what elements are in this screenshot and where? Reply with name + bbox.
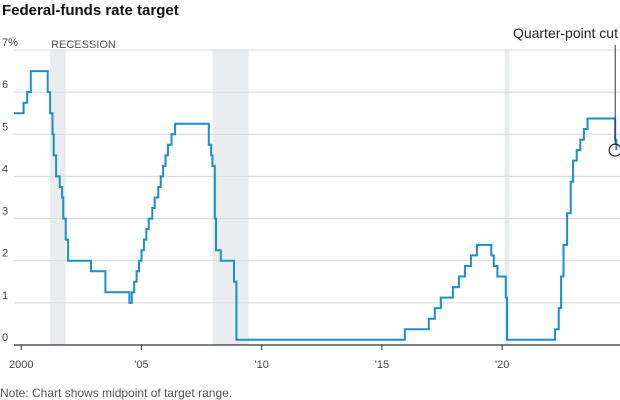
y-tick-label: 5 <box>2 121 8 133</box>
annotation-layer: Quarter-point cut <box>513 25 620 157</box>
series-line-fed-funds <box>14 70 618 341</box>
chart-title: Federal-funds rate target <box>2 2 179 19</box>
y-tick-label: 4 <box>2 163 8 175</box>
y-tick-label: 2 <box>2 248 8 260</box>
annotation-marker <box>608 143 620 157</box>
y-tick-label: 0 <box>2 332 8 344</box>
y-tick-label: 6 <box>2 79 8 91</box>
recession-shading: RECESSION <box>50 39 510 345</box>
recession-band <box>212 50 249 345</box>
x-tick-label: '05 <box>134 359 148 371</box>
series-layer <box>14 70 618 341</box>
x-tick-label: '20 <box>495 359 509 371</box>
chart-note: Note: Chart shows midpoint of target ran… <box>0 386 233 400</box>
y-tick-label: 3 <box>2 206 8 218</box>
x-tick-label: '10 <box>255 359 269 371</box>
x-tick-label: '15 <box>375 359 389 371</box>
recession-band <box>504 50 510 345</box>
axes: 2000 '05 '10 '15 '20 <box>9 344 620 371</box>
annotation-label: Quarter-point cut <box>513 25 618 41</box>
y-tick-label: 1 <box>2 290 8 302</box>
recession-band <box>50 50 66 345</box>
x-tick-label: 2000 <box>9 359 33 371</box>
gridlines: 0 1 2 3 4 5 6 7% <box>2 37 620 344</box>
recession-label: RECESSION <box>51 39 116 51</box>
y-tick-label: 7% <box>2 37 18 49</box>
